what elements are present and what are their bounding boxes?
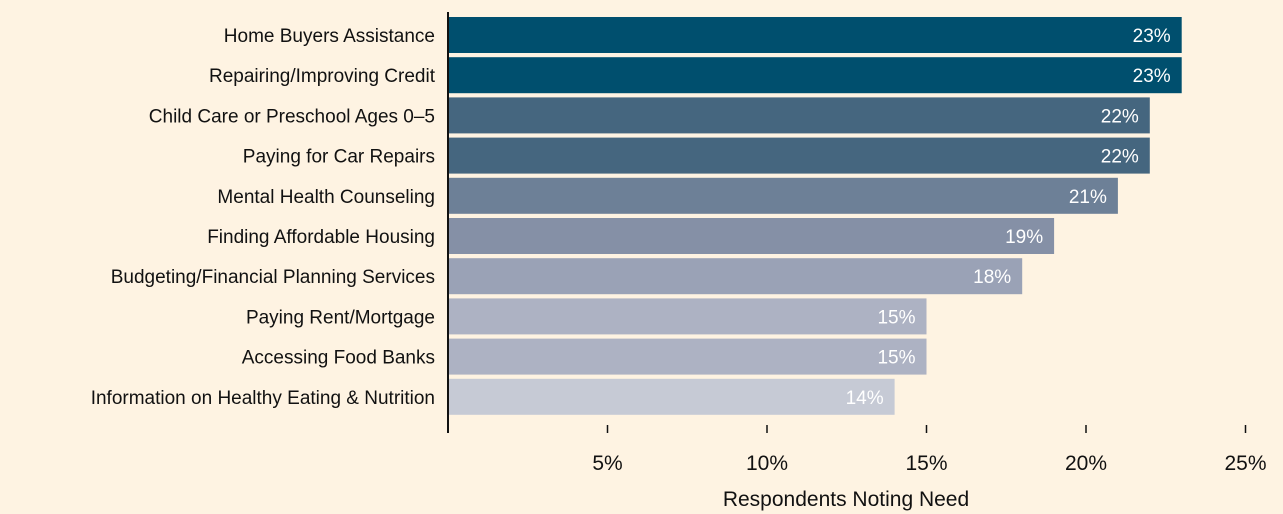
x-tick-label: 20% xyxy=(1065,452,1107,475)
category-label: Accessing Food Banks xyxy=(242,348,435,369)
bar xyxy=(448,97,1150,134)
bar xyxy=(448,338,927,375)
bar xyxy=(448,258,1023,295)
value-label: 15% xyxy=(877,348,915,369)
category-label: Home Buyers Assistance xyxy=(224,26,435,47)
category-label: Finding Affordable Housing xyxy=(207,227,435,248)
bar xyxy=(448,137,1150,174)
value-label: 22% xyxy=(1101,147,1139,168)
value-label: 15% xyxy=(877,307,915,328)
value-label: 23% xyxy=(1133,26,1171,47)
bar xyxy=(448,298,927,335)
bar xyxy=(448,378,895,415)
category-label: Information on Healthy Eating & Nutritio… xyxy=(91,388,435,409)
value-label: 22% xyxy=(1101,106,1139,127)
category-label: Repairing/Improving Credit xyxy=(209,66,436,87)
value-label: 14% xyxy=(846,388,884,409)
x-tick-label: 5% xyxy=(592,452,622,475)
x-tick-label: 10% xyxy=(746,452,788,475)
category-label: Paying Rent/Mortgage xyxy=(246,307,435,328)
value-label: 18% xyxy=(973,267,1011,288)
x-axis-title: Respondents Noting Need xyxy=(723,488,969,511)
bars-layer: Home Buyers Assistance 23% Repairing/Impro… xyxy=(91,17,1182,415)
bar xyxy=(448,17,1182,53)
bar xyxy=(448,218,1055,254)
value-label: 19% xyxy=(1005,227,1043,248)
category-label: Mental Health Counseling xyxy=(217,187,435,208)
x-tick-label: 15% xyxy=(905,452,947,475)
bar xyxy=(448,57,1182,94)
x-tick-label: 25% xyxy=(1224,452,1266,475)
category-label: Budgeting/Financial Planning Services xyxy=(111,267,435,288)
bar xyxy=(448,177,1118,214)
category-label: Child Care or Preschool Ages 0–5 xyxy=(149,106,435,127)
value-label: 21% xyxy=(1069,187,1107,208)
axis-layer: 5% 10% 15% 20% 25% xyxy=(447,12,1267,475)
value-label: 23% xyxy=(1133,66,1171,87)
category-label: Paying for Car Repairs xyxy=(243,147,435,168)
